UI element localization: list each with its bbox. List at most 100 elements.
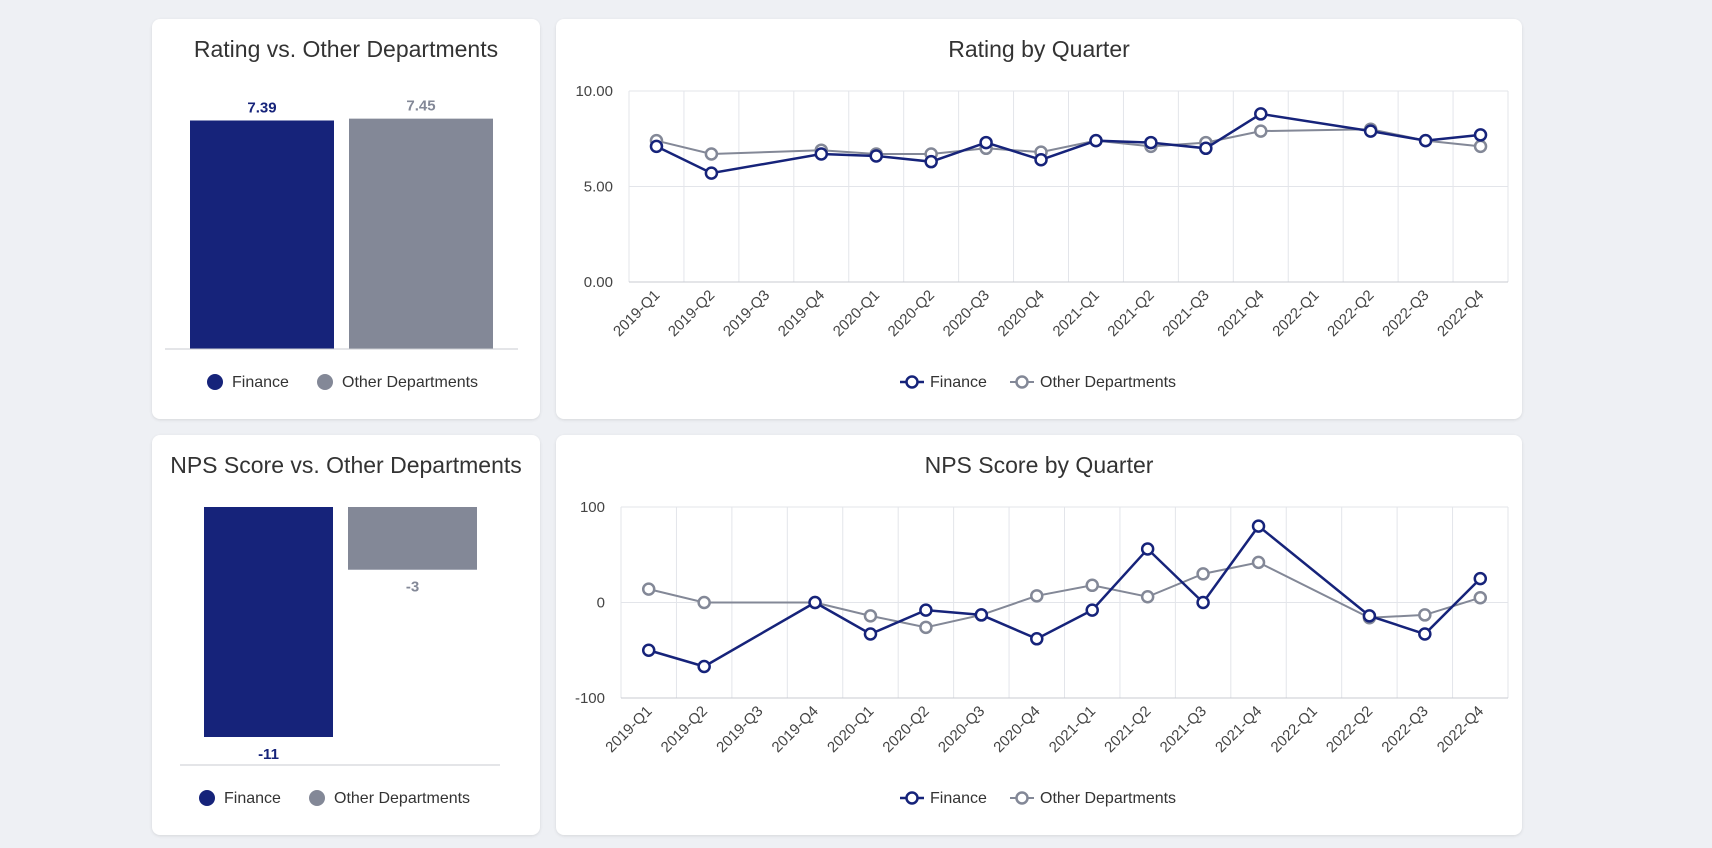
x-tick-label: 2021-Q3	[1159, 287, 1212, 340]
x-tick-label: 2022-Q4	[1434, 287, 1487, 340]
legend-label-finance: Finance	[930, 790, 987, 807]
x-tick-label: 2020-Q4	[995, 287, 1048, 340]
x-tick-label: 2022-Q3	[1378, 703, 1431, 756]
x-tick-label: 2021-Q3	[1157, 703, 1210, 756]
point-finance	[974, 608, 989, 622]
rating-line-title: Rating by Quarter	[948, 36, 1130, 62]
x-tick-label: 2020-Q3	[935, 703, 988, 756]
point-other-departments	[704, 147, 719, 161]
point-finance	[1196, 595, 1210, 610]
x-tick-label: 2022-Q2	[1323, 703, 1376, 756]
point-finance	[814, 147, 829, 161]
x-tick-label: 2022-Q1	[1267, 703, 1320, 756]
x-tick-label: 2021-Q4	[1212, 703, 1265, 756]
rating-bar-chart: 7.39 7.45 Finance Other Departments	[165, 98, 518, 391]
legend-label-other-departments: Other Departments	[1040, 790, 1176, 807]
x-tick-label: 2019-Q2	[665, 287, 718, 340]
point-finance	[641, 643, 656, 657]
legend-label-other-departments: Other Departments	[334, 790, 470, 807]
x-tick-label: 2020-Q4	[990, 703, 1043, 756]
rating-line-card: Rating by Quarter 0.00 5.00 10.00 2019-Q1 20…	[556, 19, 1522, 419]
x-tick-label: 2021-Q1	[1049, 287, 1102, 340]
point-finance	[1144, 135, 1158, 150]
point-other-departments	[1254, 124, 1268, 138]
rating-bar-title: Rating vs. Other Departments	[193, 36, 499, 62]
series-line-other-departments	[656, 128, 1481, 156]
point-other-departments	[1030, 589, 1044, 603]
bar-other-departments	[349, 118, 493, 350]
point-finance	[863, 627, 878, 641]
x-tick-label: 2019-Q4	[775, 287, 828, 340]
point-other-departments	[1473, 139, 1488, 154]
legend-marker-other-departments	[1015, 375, 1029, 389]
point-other-departments	[1140, 590, 1155, 604]
y-tick-label: 5.00	[584, 179, 613, 196]
point-finance	[1473, 128, 1488, 142]
nps-bar-chart: -11 -3 Finance Other Departments	[180, 507, 500, 807]
bar-finance	[204, 507, 333, 737]
y-tick-label: 100	[580, 499, 605, 516]
point-finance	[1251, 519, 1266, 533]
point-finance	[1085, 603, 1099, 617]
x-tick-label: 2019-Q1	[610, 287, 663, 340]
point-finance	[1199, 141, 1213, 156]
data-label-finance: 7.39	[247, 99, 276, 116]
legend-label-other-departments: Other Departments	[1040, 374, 1176, 391]
legend-marker-other-departments	[1015, 791, 1029, 805]
point-other-departments	[641, 582, 656, 596]
data-label-other-departments: 7.45	[406, 98, 435, 115]
y-tick-label: 10.00	[575, 83, 613, 100]
x-tick-label: 2019-Q3	[720, 287, 773, 340]
point-finance	[1254, 107, 1268, 121]
x-tick-label: 2019-Q1	[602, 703, 655, 756]
point-finance	[979, 135, 993, 150]
bar-other-departments	[348, 507, 477, 570]
point-other-departments	[1085, 578, 1099, 593]
x-tick-label: 2022-Q4	[1434, 703, 1487, 756]
point-other-departments	[697, 595, 711, 610]
point-finance	[1418, 133, 1433, 148]
x-tick-label: 2020-Q3	[940, 287, 993, 340]
x-tick-label: 2021-Q4	[1214, 287, 1267, 340]
x-tick-label: 2022-Q1	[1269, 287, 1322, 340]
x-tick-label: 2019-Q3	[713, 703, 766, 756]
x-tick-label: 2022-Q2	[1324, 287, 1377, 340]
legend-label-finance: Finance	[930, 374, 987, 391]
legend-label-finance: Finance	[224, 790, 281, 807]
point-finance	[869, 149, 883, 163]
x-tick-label: 2019-Q4	[769, 703, 822, 756]
point-finance	[1034, 153, 1048, 167]
y-tick-label: 0	[597, 595, 605, 612]
point-other-departments	[1196, 567, 1210, 581]
series-line-finance	[648, 524, 1482, 668]
x-tick-label: 2020-Q2	[879, 703, 932, 756]
legend-marker-other-departments	[309, 790, 325, 806]
point-other-departments	[1251, 555, 1266, 570]
legend-marker-other-departments	[317, 374, 333, 390]
point-finance	[1362, 609, 1377, 623]
x-tick-label: 2019-Q2	[658, 703, 711, 756]
legend-label-other-departments: Other Departments	[342, 374, 478, 391]
y-tick-label: -100	[575, 690, 605, 707]
series-line-finance	[655, 112, 1481, 175]
point-other-departments	[919, 620, 933, 635]
nps-line-chart: -100 0 100 2019-Q1 2019-Q2 2019-Q3 2019-Q4 2020…	[575, 499, 1509, 807]
point-finance	[1089, 133, 1103, 148]
rating-bar-card: Rating vs. Other Departments 7.39 7.45 Fin…	[152, 19, 540, 419]
point-finance	[919, 603, 933, 617]
nps-bar-title: NPS Score vs. Other Departments	[170, 452, 522, 478]
nps-bar-card: NPS Score vs. Other Departments -11 -3 Fin…	[152, 435, 540, 835]
y-tick-label: 0.00	[584, 274, 613, 291]
point-other-departments	[863, 609, 878, 623]
point-finance	[1473, 571, 1488, 586]
point-finance	[1363, 124, 1378, 138]
legend-marker-finance	[199, 790, 215, 806]
point-finance	[649, 139, 664, 154]
rating-line-chart: 0.00 5.00 10.00 2019-Q1 2019-Q2 2019-Q3 2019-Q…	[575, 83, 1509, 391]
x-tick-label: 2021-Q2	[1101, 703, 1154, 756]
point-other-departments	[1473, 590, 1488, 605]
nps-line-title: NPS Score by Quarter	[924, 452, 1154, 478]
legend-label-finance: Finance	[232, 374, 289, 391]
x-tick-label: 2021-Q2	[1104, 287, 1157, 340]
bar-finance	[190, 120, 334, 349]
